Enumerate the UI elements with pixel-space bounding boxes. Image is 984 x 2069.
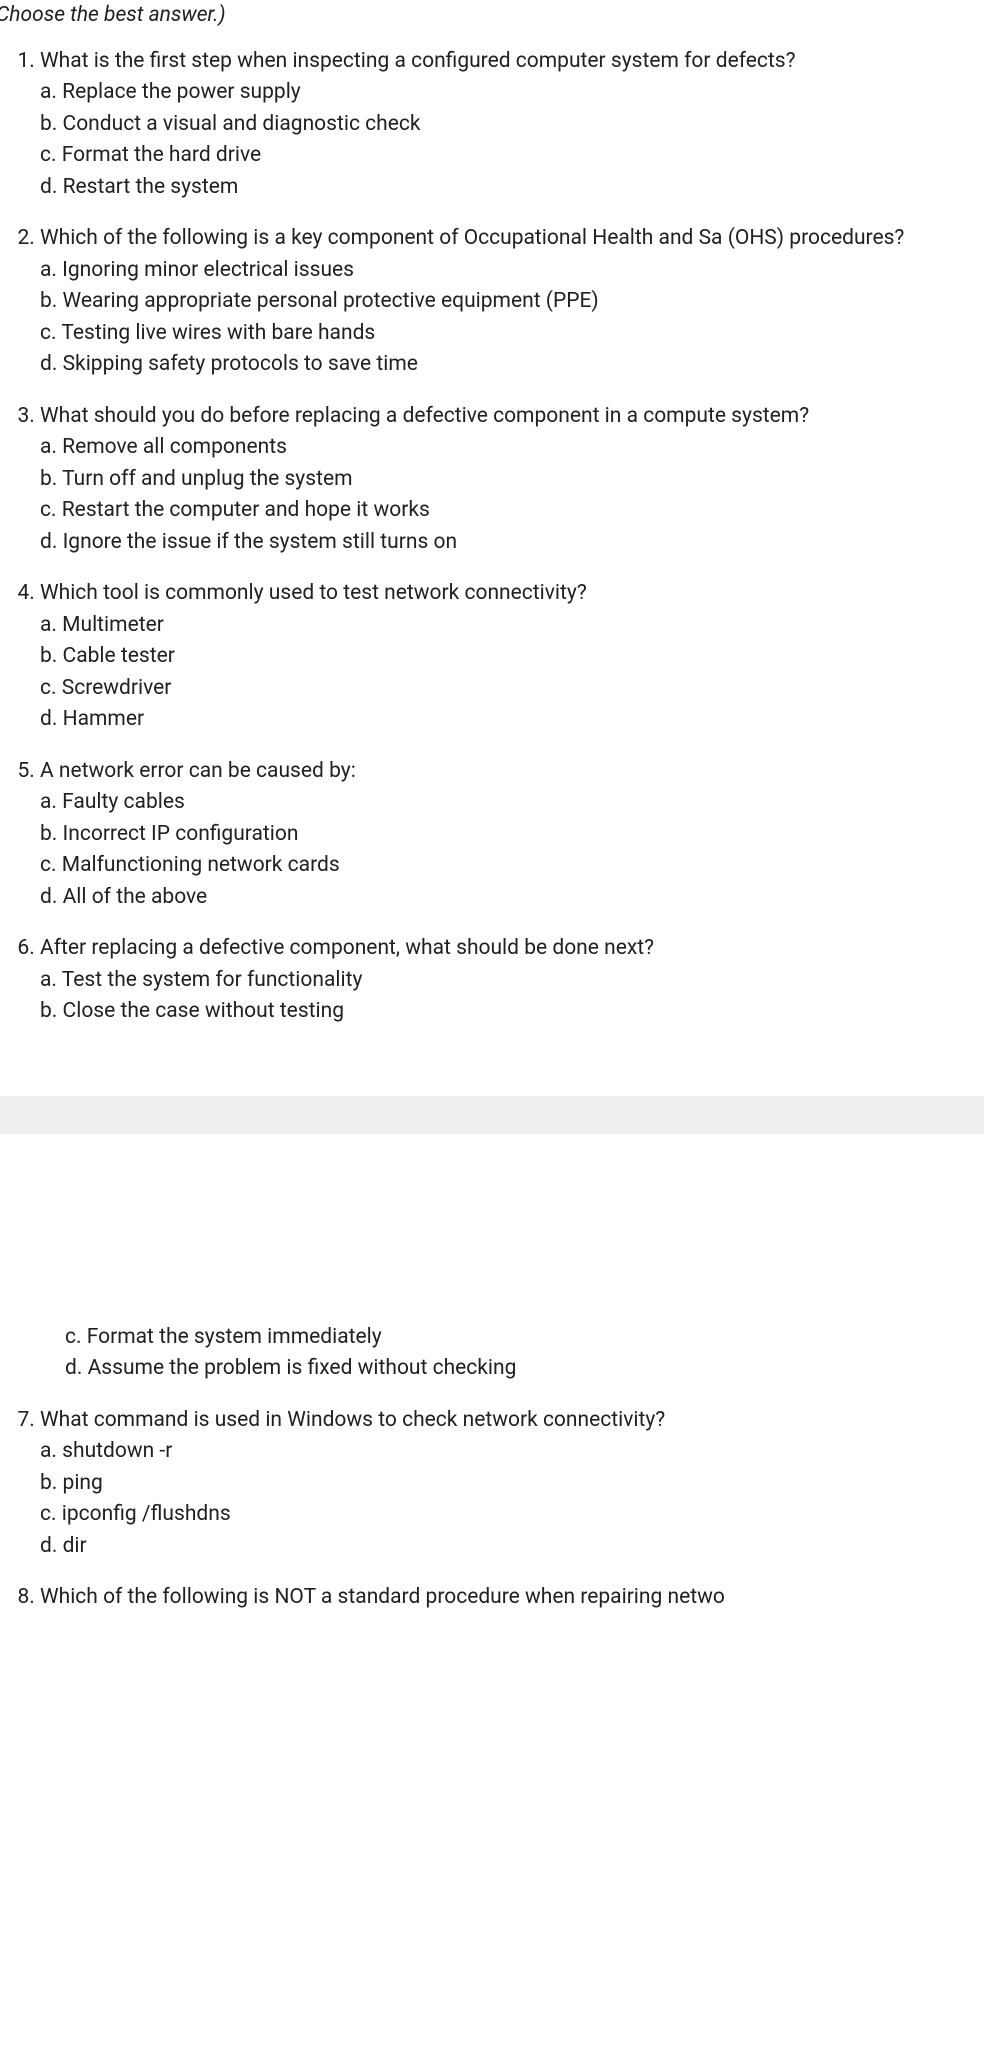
option: c. Testing live wires with bare hands [40, 318, 984, 350]
option: c. Restart the computer and hope it work… [40, 495, 984, 527]
question-list-1: What is the first step when inspecting a… [0, 46, 984, 1048]
option: c. ipconfig /flushdns [40, 1499, 984, 1531]
option: b. Cable tester [40, 641, 984, 673]
question-2: Which of the following is a key componen… [40, 223, 984, 401]
question-4: Which tool is commonly used to test netw… [40, 578, 984, 756]
option: a. Multimeter [40, 610, 984, 642]
option: b. Wearing appropriate personal protecti… [40, 286, 984, 318]
option: d. All of the above [40, 882, 984, 914]
option: b. Close the case without testing [40, 996, 984, 1028]
question-text: What command is used in Windows to check… [40, 1405, 984, 1437]
question-1: What is the first step when inspecting a… [40, 46, 984, 224]
option: b. Conduct a visual and diagnostic check [40, 109, 984, 141]
question-text: After replacing a defective component, w… [40, 933, 984, 965]
option: a. Faulty cables [40, 787, 984, 819]
option: d. Ignore the issue if the system still … [40, 527, 984, 559]
question-6: After replacing a defective component, w… [40, 933, 984, 1048]
option: d. Restart the system [40, 172, 984, 204]
question-list-2: What command is used in Windows to check… [0, 1405, 984, 1614]
option: b. ping [40, 1468, 984, 1500]
option: a. Ignoring minor electrical issues [40, 255, 984, 287]
option: c. Screwdriver [40, 673, 984, 705]
option: d. Assume the problem is fixed without c… [65, 1353, 984, 1385]
option: c. Malfunctioning network cards [40, 850, 984, 882]
question-text: Which of the following is a key componen… [40, 223, 984, 255]
question-6-continued: c. Format the system immediately d. Assu… [0, 1322, 984, 1385]
question-7: What command is used in Windows to check… [40, 1405, 984, 1583]
question-text: What should you do before replacing a de… [40, 401, 984, 433]
question-text: Which of the following is NOT a standard… [40, 1582, 984, 1614]
option: d. Hammer [40, 704, 984, 736]
page-gap [0, 1048, 984, 1322]
option: a. Test the system for functionality [40, 965, 984, 997]
option: d. dir [40, 1531, 984, 1563]
question-text: Which tool is commonly used to test netw… [40, 578, 984, 610]
question-text: What is the first step when inspecting a… [40, 46, 984, 78]
option: d. Skipping safety protocols to save tim… [40, 349, 984, 381]
option: c. Format the hard drive [40, 140, 984, 172]
option: a. shutdown -r [40, 1436, 984, 1468]
question-5: A network error can be caused by: a. Fau… [40, 756, 984, 934]
option: b. Incorrect IP configuration [40, 819, 984, 851]
option: c. Format the system immediately [65, 1322, 984, 1354]
question-8: Which of the following is NOT a standard… [40, 1582, 984, 1614]
instruction-text: Choose the best answer.) [0, 0, 984, 46]
option: b. Turn off and unplug the system [40, 464, 984, 496]
question-text: A network error can be caused by: [40, 756, 984, 788]
question-3: What should you do before replacing a de… [40, 401, 984, 579]
option: a. Replace the power supply [40, 77, 984, 109]
option: a. Remove all components [40, 432, 984, 464]
